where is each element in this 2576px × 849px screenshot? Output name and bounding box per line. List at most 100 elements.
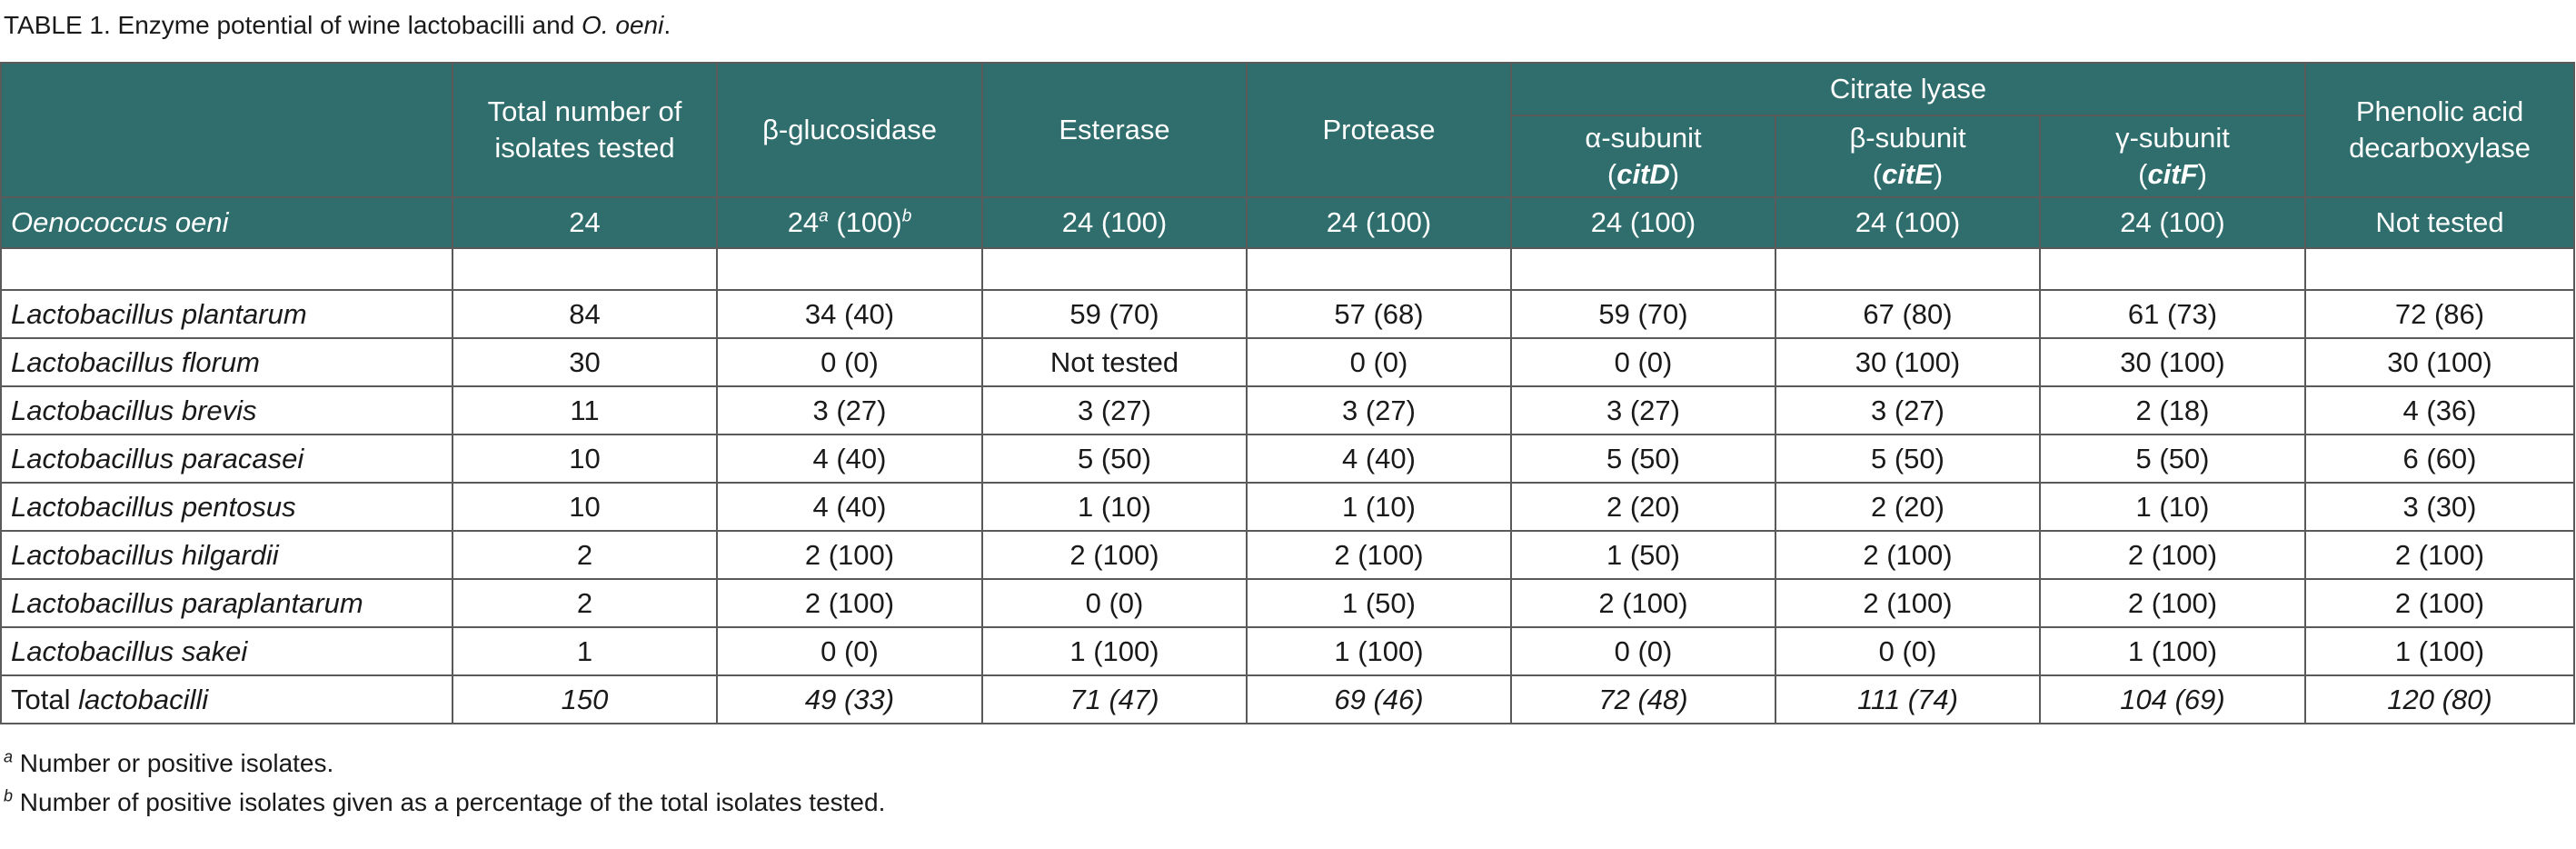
cell-beta: 3 (27) <box>1775 385 2041 435</box>
footnote-a-text: Number or positive isolates. <box>13 749 334 777</box>
cell-protease: 24 (100) <box>1246 196 1512 249</box>
alpha-label: α-subunit <box>1585 122 1702 154</box>
caption-species: O. oeni <box>582 11 664 39</box>
header-gamma-subunit: γ-subunit (citF) <box>2038 115 2307 198</box>
caption-prefix: TABLE 1. Enzyme potential of wine lactob… <box>4 11 582 39</box>
cell-bglucosidase: 34 (40) <box>716 289 983 339</box>
table-row: Lactobacillus hilgardii 2 2 (100) 2 (100) 2 … <box>0 530 2576 580</box>
cell-beta: 2 (20) <box>1775 482 2041 532</box>
cell-alpha: 59 (70) <box>1510 289 1776 339</box>
header-citrate-lyase: Citrate lyase <box>1509 62 2307 116</box>
cell-gamma: 104 (69) <box>2038 674 2307 724</box>
cell-beta: 111 (74) <box>1775 674 2041 724</box>
cell-phenolic: 4 (36) <box>2304 385 2576 435</box>
header-beta-subunit: β-subunit (citE) <box>1775 115 2041 198</box>
cell-bglucosidase: 3 (27) <box>716 385 983 435</box>
table-row-total: Total lactobacilli 150 49 (33) 71 (47) 6… <box>0 674 2576 724</box>
cell-esterase: 24 (100) <box>981 196 1248 249</box>
header-row-sub: α-subunit (citD) β-subunit (citE) γ-subuni… <box>1 115 2574 198</box>
cell-esterase: 71 (47) <box>981 674 1248 724</box>
cell-protease: 1 (100) <box>1246 626 1512 676</box>
cell-species: Oenococcus oeni <box>0 196 453 249</box>
footnote-b-text: Number of positive isolates given as a p… <box>13 788 886 816</box>
cell-beta: 5 (50) <box>1775 434 2041 484</box>
cell-esterase: 5 (50) <box>981 434 1248 484</box>
cell-beta: 2 (100) <box>1775 530 2041 580</box>
cell-protease: 4 (40) <box>1246 434 1512 484</box>
cell-alpha: 1 (50) <box>1510 530 1776 580</box>
cell-species: Lactobacillus brevis <box>0 385 453 435</box>
cell-esterase: 2 (100) <box>981 530 1248 580</box>
cell-gamma: 5 (50) <box>2038 434 2307 484</box>
cell-gamma: 24 (100) <box>2038 196 2307 249</box>
table-row: Lactobacillus brevis 11 3 (27) 3 (27) 3 (27)… <box>0 385 2576 435</box>
cell-protease: 2 (100) <box>1246 530 1512 580</box>
footnote-b: b Number of positive isolates given as a… <box>4 783 885 822</box>
total-label-italic: lactobacilli <box>78 683 209 715</box>
cell-total: 30 <box>452 337 718 387</box>
cell-total: 1 <box>452 626 718 676</box>
table-row: Lactobacillus plantarum 84 34 (40) 59 (70) 5… <box>0 289 2576 339</box>
cell-bglucosidase: 49 (33) <box>716 674 983 724</box>
cell-total: 10 <box>452 434 718 484</box>
cell-total-label: Total lactobacilli <box>0 674 453 724</box>
cell-beta: 0 (0) <box>1775 626 2041 676</box>
cell-gamma: 2 (18) <box>2038 385 2307 435</box>
cell-phenolic: 30 (100) <box>2304 337 2576 387</box>
cell-alpha: 0 (0) <box>1510 337 1776 387</box>
cell-species: Lactobacillus paracasei <box>0 434 453 484</box>
footnote-mark-a: a <box>819 206 829 226</box>
footnotes: a Number or positive isolates. b Number … <box>4 744 885 822</box>
cell-species: Lactobacillus paraplantarum <box>0 578 453 628</box>
cell-phenolic: 1 (100) <box>2304 626 2576 676</box>
cell-esterase: 1 (100) <box>981 626 1248 676</box>
caption-suffix: . <box>663 11 671 39</box>
table-row: Lactobacillus pentosus 10 4 (40) 1 (10) 1 (1… <box>0 482 2576 532</box>
spacer-row <box>0 247 2576 291</box>
cell-alpha: 0 (0) <box>1510 626 1776 676</box>
footnote-a-mark: a <box>4 747 14 766</box>
cell-alpha: 24 (100) <box>1510 196 1776 249</box>
cell-species: Lactobacillus sakei <box>0 626 453 676</box>
header-bglucosidase: β-glucosidase <box>716 62 983 198</box>
cell-alpha: 72 (48) <box>1510 674 1776 724</box>
cell-phenolic: 120 (80) <box>2304 674 2576 724</box>
gamma-label: γ-subunit <box>2115 122 2230 154</box>
cell-protease: 0 (0) <box>1246 337 1512 387</box>
cell-protease: 57 (68) <box>1246 289 1512 339</box>
table-row: Lactobacillus sakei 1 0 (0) 1 (100) 1 (100) 0… <box>0 626 2576 676</box>
cell-beta: 2 (100) <box>1775 578 2041 628</box>
cell-beta: 30 (100) <box>1775 337 2041 387</box>
cell-esterase: 59 (70) <box>981 289 1248 339</box>
cell-gamma: 2 (100) <box>2038 578 2307 628</box>
footnote-mark-b: b <box>901 206 912 226</box>
cell-bglucosidase: 4 (40) <box>716 482 983 532</box>
cell-phenolic: 72 (86) <box>2304 289 2576 339</box>
cell-gamma: 1 (10) <box>2038 482 2307 532</box>
cell-phenolic: 2 (100) <box>2304 530 2576 580</box>
cell-gamma: 1 (100) <box>2038 626 2307 676</box>
cell-total: 84 <box>452 289 718 339</box>
footnote-b-mark: b <box>4 786 14 805</box>
alpha-gene: citD <box>1616 158 1670 190</box>
cell-alpha: 2 (100) <box>1510 578 1776 628</box>
cell-gamma: 30 (100) <box>2038 337 2307 387</box>
cell-phenolic: 3 (30) <box>2304 482 2576 532</box>
cell-protease: 69 (46) <box>1246 674 1512 724</box>
cell-bglucosidase: 4 (40) <box>716 434 983 484</box>
cell-total: 11 <box>452 385 718 435</box>
cell-bglucosidase: 2 (100) <box>716 578 983 628</box>
cell-alpha: 3 (27) <box>1510 385 1776 435</box>
cell-esterase: 3 (27) <box>981 385 1248 435</box>
table-row: Lactobacillus paraplantarum 2 2 (100) 0 (0)… <box>0 578 2576 628</box>
cell-beta: 24 (100) <box>1775 196 2041 249</box>
enzyme-table: Total number of isolates tested β-glucos… <box>0 62 2576 724</box>
cell-species: Lactobacillus hilgardii <box>0 530 453 580</box>
beta-label: β-subunit <box>1849 122 1966 154</box>
table-row: Lactobacillus paracasei 10 4 (40) 5 (50) 4 (… <box>0 434 2576 484</box>
cell-phenolic: 6 (60) <box>2304 434 2576 484</box>
cell-phenolic: 2 (100) <box>2304 578 2576 628</box>
bglucosidase-value: 24 <box>787 206 820 238</box>
cell-alpha: 5 (50) <box>1510 434 1776 484</box>
cell-total: 2 <box>452 530 718 580</box>
